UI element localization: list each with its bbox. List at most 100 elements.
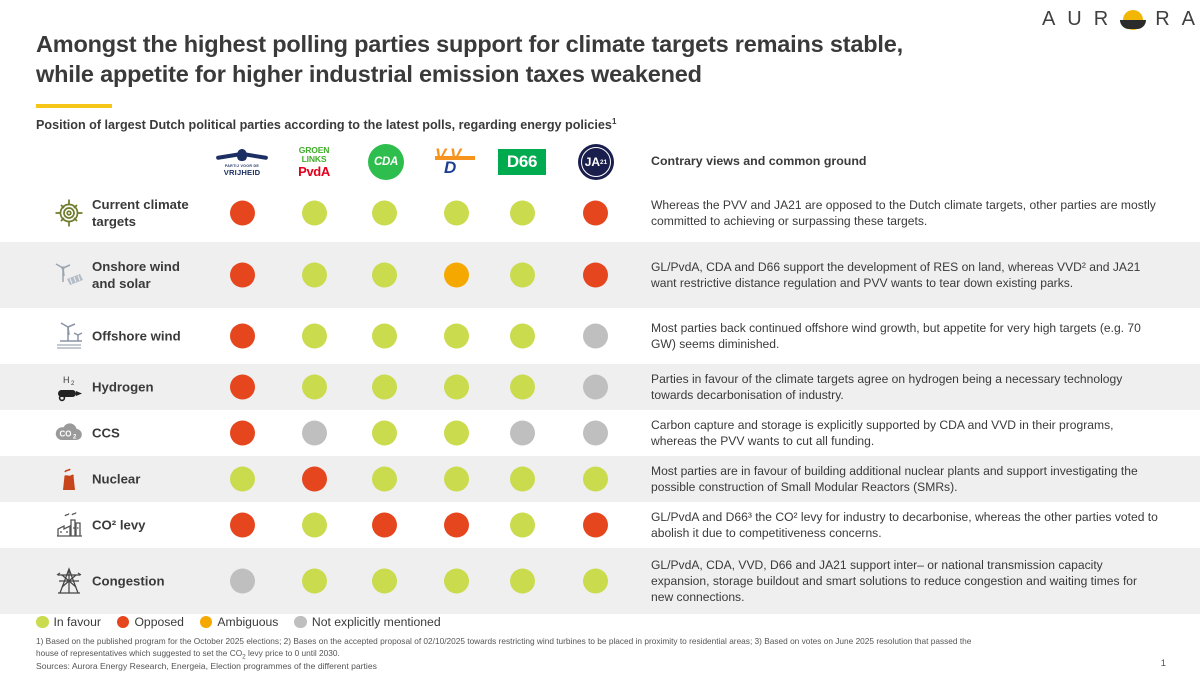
rating-dot-ja21-none[interactable] — [583, 323, 608, 349]
rating-dot-vvd-favour[interactable] — [444, 200, 469, 226]
page-subtitle-text: Position of largest Dutch political part… — [36, 118, 612, 133]
rating-dot-d66-favour[interactable] — [510, 374, 535, 400]
rating-dot-cda-favour[interactable] — [372, 262, 397, 288]
logo-letter-r1: R — [1093, 8, 1112, 30]
legend-item-favour: In favour — [36, 615, 101, 629]
rating-dot-vvd-favour[interactable] — [444, 374, 469, 400]
page-header: Amongst the highest polling parties supp… — [36, 30, 1170, 100]
sun-horizon-icon — [1120, 9, 1147, 31]
rating-dot-d66-favour[interactable] — [510, 512, 535, 538]
rating-dot-pvv-opposed[interactable] — [230, 200, 255, 226]
rating-dot-glpvda-favour[interactable] — [302, 568, 327, 594]
contrary-views-header: Contrary views and common ground — [651, 154, 867, 168]
page-title-line1: Amongst the highest polling parties supp… — [36, 31, 903, 57]
table-row: CO 2 CCS Carbon capture and storage is expl… — [0, 410, 1200, 456]
rating-dot-ja21-opposed[interactable] — [583, 200, 608, 226]
rating-dot-pvv-opposed[interactable] — [230, 323, 255, 349]
logo-letter-a2: A — [1181, 8, 1198, 30]
legend-dot-favour — [36, 615, 49, 629]
footnotes: 1) Based on the published program for th… — [36, 636, 1166, 662]
rating-dot-d66-favour[interactable] — [510, 568, 535, 594]
party-logo-pvv: PARTIJ VOOR DE VRIJHEID — [206, 142, 278, 182]
rating-dot-ja21-opposed[interactable] — [583, 512, 608, 538]
table-row: Congestion GL/PvdA, CDA, VVD, D66 and JA2… — [0, 548, 1200, 614]
row-label: Nuclear — [92, 471, 141, 487]
rating-dot-d66-favour[interactable] — [510, 262, 535, 288]
party-logo-cda: CDA — [350, 142, 422, 182]
rating-dot-d66-favour[interactable] — [510, 323, 535, 349]
target-icon — [52, 196, 86, 230]
row-commentary: Most parties are in favour of building a… — [651, 463, 1138, 494]
legend-label: Not explicitly mentioned — [311, 615, 441, 629]
rating-dot-ja21-favour[interactable] — [583, 466, 608, 492]
table-row: Current climate targets Whereas the PVV a… — [0, 184, 1200, 242]
rating-dot-cda-favour[interactable] — [372, 200, 397, 226]
rating-dot-ja21-opposed[interactable] — [583, 262, 608, 288]
rating-dot-cda-favour[interactable] — [372, 374, 397, 400]
rating-dot-glpvda-opposed[interactable] — [302, 466, 327, 492]
seagull-icon — [216, 148, 268, 164]
rating-dot-pvv-opposed[interactable] — [230, 262, 255, 288]
row-commentary: Parties in favour of the climate targets… — [651, 371, 1123, 402]
rating-dot-cda-favour[interactable] — [372, 568, 397, 594]
rating-dot-cda-opposed[interactable] — [372, 512, 397, 538]
rating-dot-pvv-opposed[interactable] — [230, 512, 255, 538]
rating-dot-glpvda-favour[interactable] — [302, 323, 327, 349]
rating-dot-ja21-none[interactable] — [583, 374, 608, 400]
nuclear-plant-icon — [52, 462, 86, 496]
rating-dot-cda-favour[interactable] — [372, 323, 397, 349]
party-logo-d66: D66 — [486, 142, 558, 182]
table-row: Onshore wind and solar GL/PvdA, CDA and D… — [0, 242, 1200, 308]
rating-dot-d66-favour[interactable] — [510, 466, 535, 492]
row-label: Onshore wind and solar — [92, 258, 180, 291]
rating-dot-glpvda-none[interactable] — [302, 420, 327, 446]
rating-dot-glpvda-favour[interactable] — [302, 200, 327, 226]
rating-dot-vvd-favour[interactable] — [444, 466, 469, 492]
rating-dot-ja21-favour[interactable] — [583, 568, 608, 594]
pylon-icon — [52, 564, 86, 598]
d66-logo-text: D66 — [497, 149, 547, 175]
party-logo-vvd: V V D — [420, 142, 492, 182]
legend: In favour Opposed Ambiguous Not explicitly … — [36, 615, 450, 629]
rating-dot-d66-favour[interactable] — [510, 200, 535, 226]
table-row: CO² levy GL/PvdA and D66³ the CO² levy fo… — [0, 502, 1200, 548]
gl-logo-line2: LINKS — [301, 153, 327, 164]
legend-label: In favour — [53, 615, 101, 629]
rating-dot-vvd-opposed[interactable] — [444, 512, 469, 538]
page-title-line2: while appetite for higher industrial emi… — [36, 60, 702, 87]
sources-line: Sources: Aurora Energy Research, Energei… — [36, 661, 377, 671]
logo-letter-r2: R — [1155, 8, 1173, 30]
rating-dot-glpvda-favour[interactable] — [302, 374, 327, 400]
rating-dot-pvv-none[interactable] — [230, 568, 255, 594]
party-logo-groenlinks-pvda: GROEN LINKS PvdA — [278, 142, 350, 182]
rating-dot-ja21-none[interactable] — [583, 420, 608, 446]
rating-dot-pvv-opposed[interactable] — [230, 374, 255, 400]
rating-dot-vvd-favour[interactable] — [444, 323, 469, 349]
svg-text:2: 2 — [73, 435, 77, 441]
rating-dot-glpvda-favour[interactable] — [302, 512, 327, 538]
row-commentary: Carbon capture and storage is explicitly… — [651, 417, 1114, 448]
rating-dot-pvv-opposed[interactable] — [230, 420, 255, 446]
rating-dot-pvv-favour[interactable] — [230, 466, 255, 492]
party-column-headers: PARTIJ VOOR DE VRIJHEID GROEN LINKS PvdA… — [0, 142, 1200, 184]
factory-icon — [52, 508, 86, 542]
pvv-logo-line1: PARTIJ VOOR DE — [224, 163, 260, 168]
row-label: Congestion — [92, 573, 165, 589]
offshore-wind-icon — [52, 319, 86, 353]
page-subtitle: Position of largest Dutch political part… — [36, 117, 616, 132]
row-label: Current climate targets — [92, 196, 189, 229]
rating-dot-vvd-favour[interactable] — [444, 568, 469, 594]
legend-dot-opposed — [116, 615, 130, 629]
wind-solar-icon — [52, 258, 86, 292]
rating-dot-cda-favour[interactable] — [372, 420, 397, 446]
row-commentary: GL/PvdA, CDA and D66 support the develop… — [651, 259, 1141, 290]
table-row: Offshore wind Most parties back continued… — [0, 308, 1200, 364]
rating-dot-vvd-ambiguous[interactable] — [444, 262, 469, 288]
logo-letter-a1: A — [1041, 8, 1059, 30]
legend-item-ambiguous: Ambiguous — [199, 615, 278, 629]
subtitle-footnote-marker: 1 — [611, 117, 617, 126]
rating-dot-vvd-favour[interactable] — [444, 420, 469, 446]
rating-dot-cda-favour[interactable] — [372, 466, 397, 492]
rating-dot-d66-none[interactable] — [510, 420, 535, 446]
rating-dot-glpvda-favour[interactable] — [302, 262, 327, 288]
